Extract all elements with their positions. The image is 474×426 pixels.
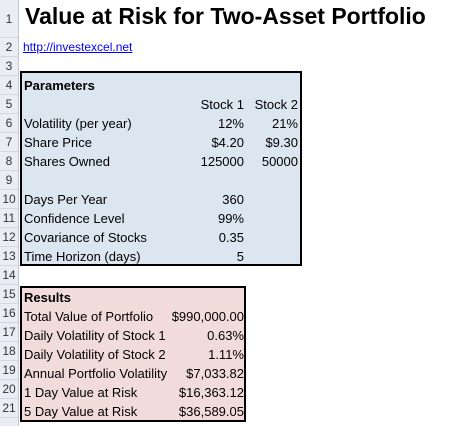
param-label[interactable]: Covariance of Stocks bbox=[24, 230, 147, 245]
result-label[interactable]: 5 Day Value at Risk bbox=[24, 404, 138, 419]
stock2-header[interactable]: Stock 2 bbox=[254, 97, 298, 112]
row-number[interactable]: 16 bbox=[0, 304, 18, 323]
results-table bbox=[20, 286, 246, 422]
stock1-header[interactable]: Stock 1 bbox=[200, 97, 244, 112]
row-number[interactable]: 8 bbox=[0, 152, 18, 171]
parameters-table bbox=[20, 71, 302, 266]
param-value[interactable]: 12% bbox=[217, 116, 244, 131]
param-value[interactable]: 99% bbox=[217, 211, 244, 226]
row-number[interactable]: 1 bbox=[0, 0, 18, 38]
result-value[interactable]: $36,589.05 bbox=[178, 404, 244, 419]
result-label[interactable]: 1 Day Value at Risk bbox=[24, 385, 138, 400]
param-value[interactable]: $4.20 bbox=[211, 135, 244, 150]
parameters-heading[interactable]: Parameters bbox=[24, 78, 95, 93]
row-number[interactable]: 12 bbox=[0, 228, 18, 247]
row-number[interactable]: 2 bbox=[0, 38, 18, 57]
row-number[interactable]: 19 bbox=[0, 361, 18, 380]
row-number[interactable]: 5 bbox=[0, 95, 18, 114]
result-label[interactable]: Daily Volatility of Stock 2 bbox=[24, 347, 166, 362]
results-heading[interactable]: Results bbox=[24, 290, 71, 305]
website-link[interactable]: http://investexcel.net bbox=[23, 40, 133, 54]
param-label[interactable]: Shares Owned bbox=[24, 154, 110, 169]
param-label[interactable]: Volatility (per year) bbox=[24, 116, 132, 131]
result-value[interactable]: 1.11% bbox=[208, 347, 244, 362]
param-value[interactable]: $9.30 bbox=[265, 135, 298, 150]
param-value[interactable]: 5 bbox=[236, 249, 244, 264]
row-number[interactable]: 14 bbox=[0, 266, 18, 285]
row-number[interactable]: 3 bbox=[0, 57, 18, 76]
row-number[interactable]: 11 bbox=[0, 209, 18, 228]
result-label[interactable]: Annual Portfolio Volatility bbox=[24, 366, 168, 381]
row-number[interactable]: 10 bbox=[0, 190, 18, 209]
row-number[interactable]: 21 bbox=[0, 399, 18, 418]
param-label[interactable]: Time Horizon (days) bbox=[24, 249, 141, 264]
param-value[interactable]: 0.35 bbox=[218, 230, 244, 245]
result-label[interactable]: Total Value of Portfolio bbox=[24, 309, 154, 324]
result-value[interactable]: $16,363.12 bbox=[178, 385, 244, 400]
row-number-column: 1 2 3 4 5 6 7 8 9 10 11 12 13 14 15 16 1… bbox=[0, 0, 19, 426]
row-number[interactable]: 18 bbox=[0, 342, 18, 361]
param-value[interactable]: 125000 bbox=[200, 154, 244, 169]
result-label[interactable]: Daily Volatility of Stock 1 bbox=[24, 328, 166, 343]
page-title[interactable]: Value at Risk for Two-Asset Portfolio bbox=[25, 3, 426, 29]
row-number[interactable]: 13 bbox=[0, 247, 18, 266]
param-value[interactable]: 50000 bbox=[261, 154, 298, 169]
result-value[interactable]: 0.63% bbox=[207, 328, 244, 343]
row-number[interactable]: 9 bbox=[0, 171, 18, 190]
param-label[interactable]: Share Price bbox=[24, 135, 92, 150]
row-number[interactable]: 17 bbox=[0, 323, 18, 342]
param-value[interactable]: 21% bbox=[271, 116, 298, 131]
result-value[interactable]: $990,000.00 bbox=[171, 309, 244, 324]
param-label[interactable]: Days Per Year bbox=[24, 192, 108, 207]
row-number[interactable]: 7 bbox=[0, 133, 18, 152]
param-label[interactable]: Confidence Level bbox=[24, 211, 125, 226]
row-number[interactable]: 4 bbox=[0, 76, 18, 95]
param-value[interactable]: 360 bbox=[222, 192, 244, 207]
row-number[interactable]: 6 bbox=[0, 114, 18, 133]
row-number[interactable]: 15 bbox=[0, 285, 18, 304]
result-value[interactable]: $7,033.82 bbox=[186, 366, 244, 381]
row-number[interactable]: 20 bbox=[0, 380, 18, 399]
